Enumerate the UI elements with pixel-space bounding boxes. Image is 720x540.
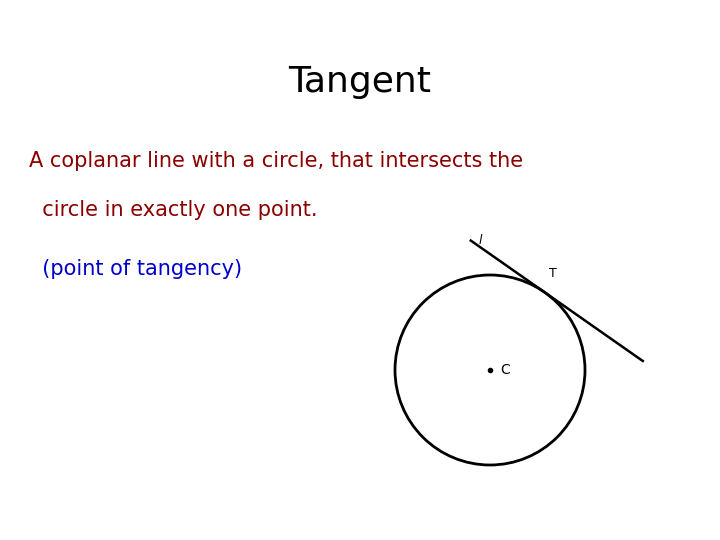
Text: T: T xyxy=(549,267,557,280)
Text: A coplanar line with a circle, that intersects the: A coplanar line with a circle, that inte… xyxy=(29,151,523,171)
Text: C: C xyxy=(500,363,510,377)
Text: l: l xyxy=(479,234,482,247)
Text: Tangent: Tangent xyxy=(289,65,431,99)
Text: (point of tangency): (point of tangency) xyxy=(29,259,242,279)
Text: circle in exactly one point.: circle in exactly one point. xyxy=(29,200,318,220)
